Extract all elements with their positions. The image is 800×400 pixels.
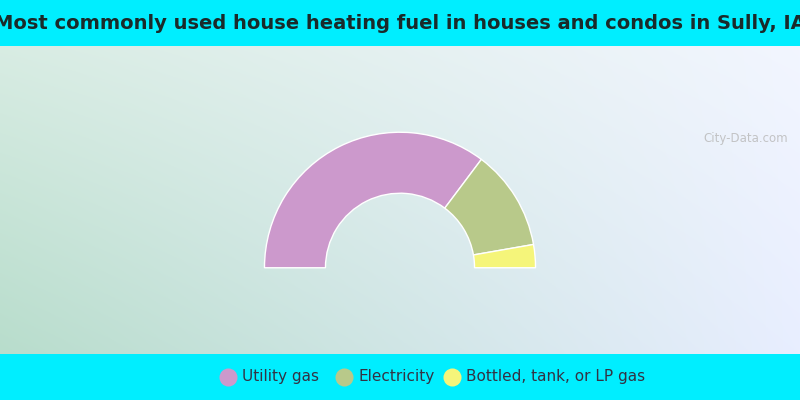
Text: Utility gas: Utility gas <box>242 370 319 384</box>
Text: Bottled, tank, or LP gas: Bottled, tank, or LP gas <box>466 370 646 384</box>
Text: City-Data.com: City-Data.com <box>703 132 788 145</box>
Wedge shape <box>445 159 534 255</box>
Text: Most commonly used house heating fuel in houses and condos in Sully, IA: Most commonly used house heating fuel in… <box>0 14 800 34</box>
Text: Electricity: Electricity <box>358 370 434 384</box>
Wedge shape <box>265 132 482 268</box>
Wedge shape <box>474 244 535 268</box>
